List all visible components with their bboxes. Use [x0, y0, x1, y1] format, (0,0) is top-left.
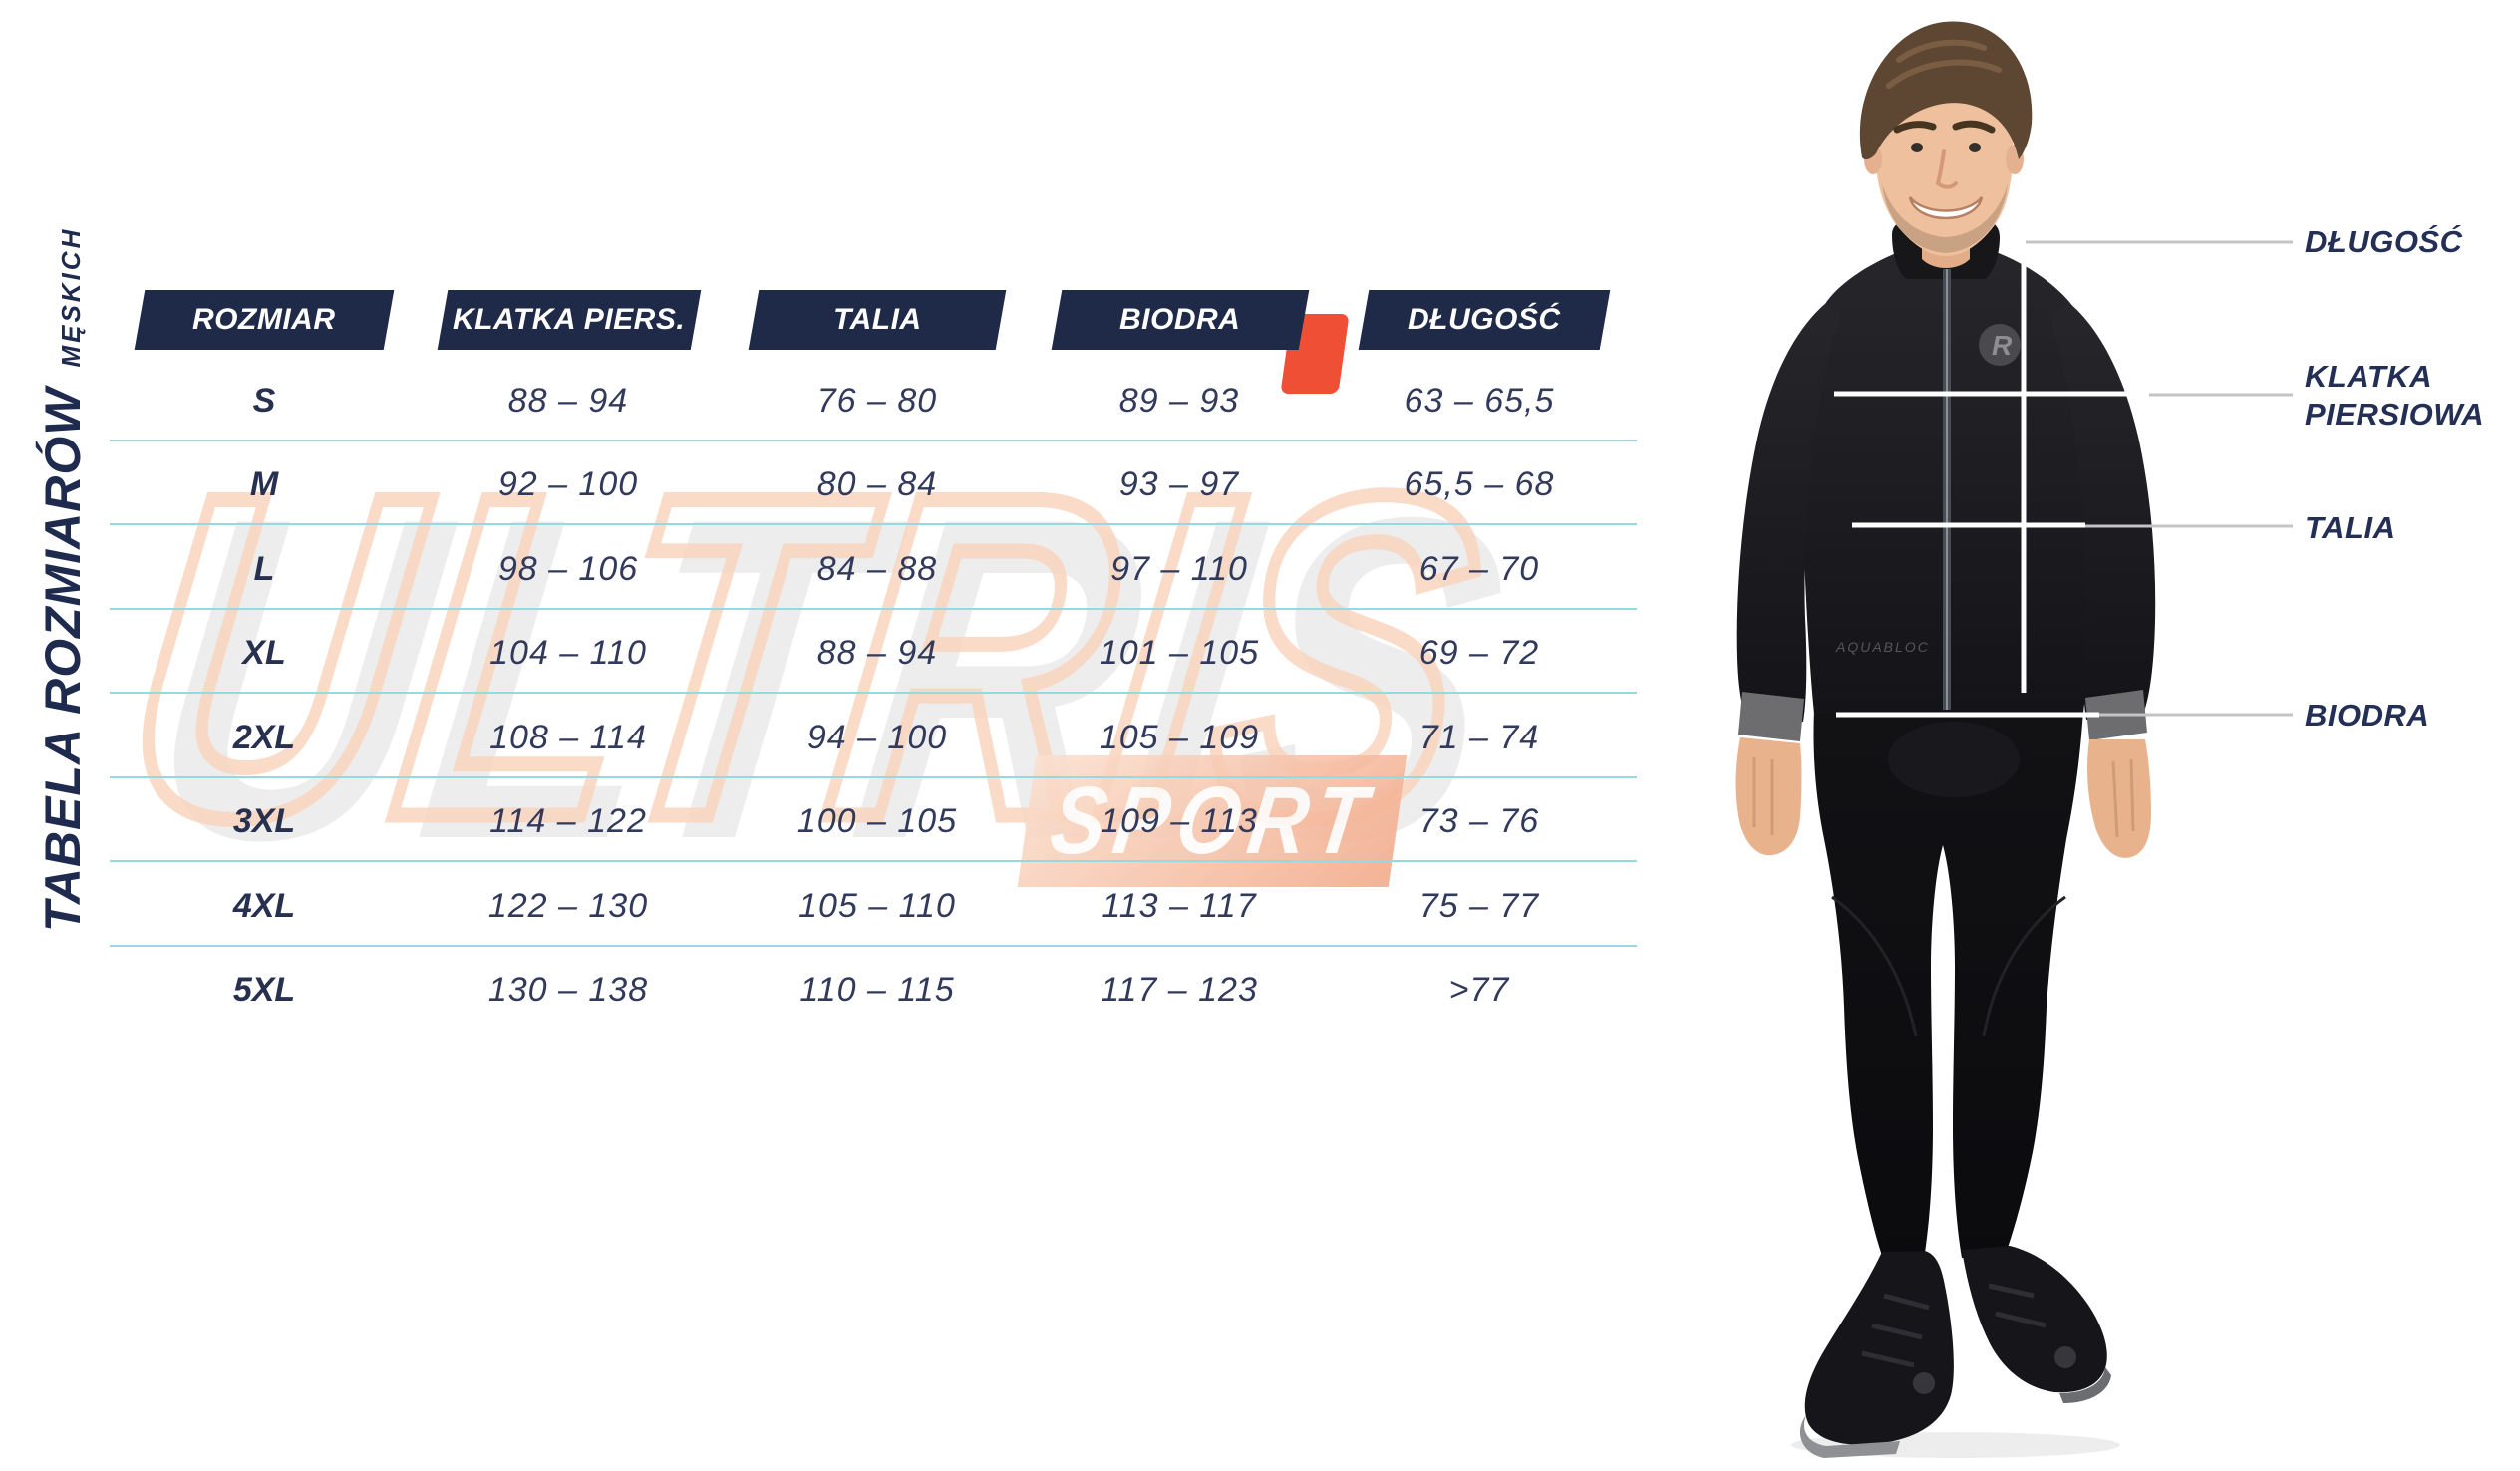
length-cell: 67 – 70 — [1418, 550, 1540, 588]
hips-cell: 117 – 123 — [1101, 971, 1258, 1009]
table-row-m: M 92 – 100 80 – 84 93 – 97 65,5 – 68 — [110, 442, 1637, 527]
model-head — [1859, 21, 2033, 268]
hips-cell: 109 – 113 — [1101, 802, 1258, 840]
chest-cell: 92 – 100 — [497, 465, 639, 503]
column-header-label: BIODRA — [1119, 303, 1241, 336]
size-cell: S — [252, 382, 276, 420]
length-cell: 75 – 77 — [1418, 887, 1540, 925]
waist-cell: 94 – 100 — [806, 719, 948, 756]
size-cell: 3XL — [232, 802, 296, 840]
waist-cell: 88 – 94 — [816, 634, 938, 672]
row-separator — [110, 860, 1637, 862]
measurement-lines — [1834, 240, 2293, 718]
waist-cell: 110 – 115 — [799, 971, 955, 1009]
length-cell: 63 – 65,5 — [1404, 382, 1555, 420]
column-header-label: DŁUGOŚĆ — [1408, 303, 1561, 336]
size-cell: M — [249, 465, 279, 503]
chest-cell: 104 – 110 — [489, 634, 647, 672]
row-separator — [110, 692, 1637, 694]
chest-cell: 114 – 122 — [489, 802, 647, 840]
model-figure: R AQUABLOC — [1695, 0, 2520, 1466]
column-header-rozmiar: ROZMIAR — [134, 290, 395, 350]
table-row-4xl: 4XL 122 – 130 105 – 110 113 – 117 75 – 7… — [110, 864, 1637, 949]
chest-cell: 130 – 138 — [487, 971, 649, 1009]
size-cell: 5XL — [232, 971, 296, 1009]
waist-cell: 100 – 105 — [796, 802, 958, 840]
column-header-label: ROZMIAR — [192, 303, 336, 336]
length-cell: >77 — [1448, 971, 1510, 1009]
eye-left — [1911, 143, 1923, 152]
length-cell: 65,5 – 68 — [1404, 465, 1555, 503]
row-separator — [110, 523, 1637, 525]
eyebrow-left — [1893, 121, 1937, 134]
column-header-biodra: BIODRA — [1051, 290, 1310, 350]
column-header-label: TALIA — [832, 303, 922, 336]
size-cell: L — [253, 550, 275, 588]
waist-cell: 76 – 80 — [816, 382, 938, 420]
hips-cell: 89 – 93 — [1118, 382, 1240, 420]
size-cell: XL — [242, 634, 286, 672]
waist-cell: 80 – 84 — [816, 465, 938, 503]
jersey-hem-text: AQUABLOC — [1835, 639, 1930, 655]
table-row-3xl: 3XL 114 – 122 100 – 105 109 – 113 73 – 7… — [110, 779, 1637, 864]
shoe-sole-left — [1800, 1415, 1900, 1458]
figure-label-chest: KLATKA PIERSIOWA — [2305, 359, 2485, 432]
size-cell: 2XL — [232, 719, 296, 756]
row-separator — [110, 776, 1637, 778]
figure-label-waist: TALIA — [2305, 510, 2396, 545]
model-shoes — [1800, 1246, 2111, 1458]
page-title-main: TABELA ROZMIARÓW — [35, 387, 91, 932]
eye-right — [1969, 143, 1981, 152]
waist-cell: 84 – 88 — [816, 550, 938, 588]
column-header-label: KLATKA PIERS. — [453, 303, 686, 336]
face — [1874, 95, 2014, 256]
column-header-talia: TALIA — [748, 290, 1007, 350]
nose — [1935, 149, 1958, 189]
column-header-klatka: KLATKA PIERS. — [437, 290, 702, 350]
stubble — [1882, 183, 2008, 253]
row-separator — [110, 608, 1637, 610]
cuff-left — [1738, 692, 1804, 741]
eyebrow-right — [1952, 120, 1996, 134]
figure-label-length: DŁUGOŚĆ — [2305, 224, 2463, 259]
chest-cell: 98 – 106 — [497, 550, 639, 588]
table-row-s: S 88 – 94 76 – 80 89 – 93 63 – 65,5 — [110, 359, 1637, 443]
hips-cell: 93 – 97 — [1118, 465, 1240, 503]
jersey-logo-letter: R — [1992, 330, 2013, 361]
model-hands — [1735, 690, 2151, 858]
length-cell: 73 – 76 — [1418, 802, 1540, 840]
hips-cell: 113 – 117 — [1102, 887, 1257, 925]
length-cell: 71 – 74 — [1418, 719, 1540, 756]
chest-cell: 108 – 114 — [489, 719, 647, 756]
tights-pad — [1888, 722, 2020, 797]
hips-cell: 97 – 110 — [1110, 550, 1248, 588]
page-title: TABELA ROZMIARÓW MĘSKICH — [34, 227, 92, 932]
shoe-sole-right — [2059, 1367, 2111, 1403]
smile — [1908, 196, 1984, 220]
chest-cell: 122 – 130 — [487, 887, 649, 925]
row-separator — [110, 945, 1637, 947]
page-title-sub: MĘSKICH — [56, 226, 86, 368]
table-row-xl: XL 104 – 110 88 – 94 101 – 105 69 – 72 — [110, 611, 1637, 696]
size-cell: 4XL — [232, 887, 296, 925]
hips-cell: 105 – 109 — [1099, 719, 1260, 756]
length-cell: 69 – 72 — [1418, 634, 1540, 672]
table-row-2xl: 2XL 108 – 114 94 – 100 105 – 109 71 – 74 — [110, 696, 1637, 780]
row-separator — [110, 440, 1637, 441]
hips-cell: 101 – 105 — [1099, 634, 1260, 672]
column-header-dlugosc: DŁUGOŚĆ — [1358, 290, 1611, 350]
table-row-5xl: 5XL 130 – 138 110 – 115 117 – 123 >77 — [110, 948, 1637, 1032]
figure-label-hips: BIODRA — [2305, 698, 2430, 733]
jersey-logo-circle — [1979, 324, 2021, 366]
waist-cell: 105 – 110 — [798, 887, 956, 925]
model-jacket: R AQUABLOC — [1736, 221, 2156, 722]
table-row-l: L 98 – 106 84 – 88 97 – 110 67 – 70 — [110, 527, 1637, 612]
model-tights — [1813, 710, 2083, 1260]
chest-cell: 88 – 94 — [507, 382, 629, 420]
